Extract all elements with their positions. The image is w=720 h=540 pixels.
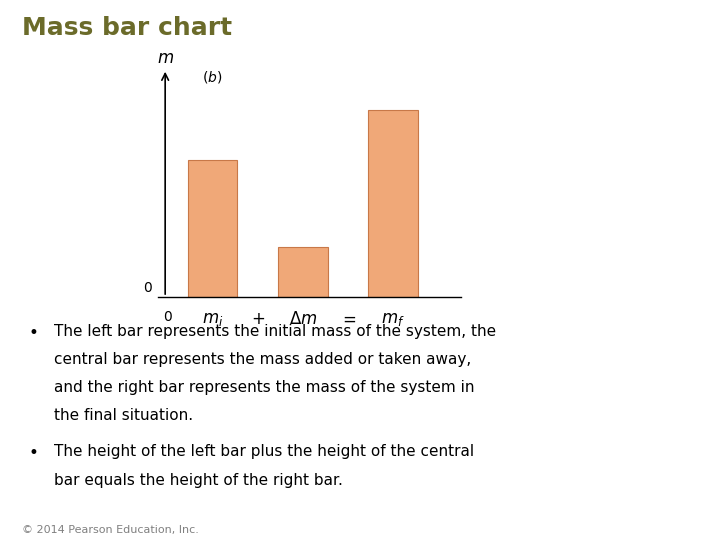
Text: $m_f$: $m_f$ bbox=[381, 310, 405, 328]
Text: the final situation.: the final situation. bbox=[54, 408, 193, 423]
Text: © 2014 Pearson Education, Inc.: © 2014 Pearson Education, Inc. bbox=[22, 524, 199, 535]
Bar bbox=[368, 110, 418, 297]
Text: Mass bar chart: Mass bar chart bbox=[22, 16, 232, 40]
Text: $+$: $+$ bbox=[251, 310, 265, 328]
Text: $\Delta m$: $\Delta m$ bbox=[289, 310, 317, 328]
Text: •: • bbox=[29, 324, 39, 342]
Text: $m_i$: $m_i$ bbox=[202, 310, 223, 328]
Text: $(b)$: $(b)$ bbox=[202, 69, 222, 85]
Text: and the right bar represents the mass of the system in: and the right bar represents the mass of… bbox=[54, 380, 474, 395]
Text: $=$: $=$ bbox=[339, 310, 356, 328]
Text: $m$: $m$ bbox=[157, 49, 174, 66]
Bar bbox=[278, 247, 328, 297]
Text: 0: 0 bbox=[143, 281, 152, 295]
Text: The left bar represents the initial mass of the system, the: The left bar represents the initial mass… bbox=[54, 324, 496, 339]
Text: 0: 0 bbox=[163, 310, 172, 324]
Text: central bar represents the mass added or taken away,: central bar represents the mass added or… bbox=[54, 352, 472, 367]
Bar bbox=[188, 160, 238, 297]
Text: •: • bbox=[29, 444, 39, 462]
Text: bar equals the height of the right bar.: bar equals the height of the right bar. bbox=[54, 472, 343, 488]
Text: The height of the left bar plus the height of the central: The height of the left bar plus the heig… bbox=[54, 444, 474, 460]
